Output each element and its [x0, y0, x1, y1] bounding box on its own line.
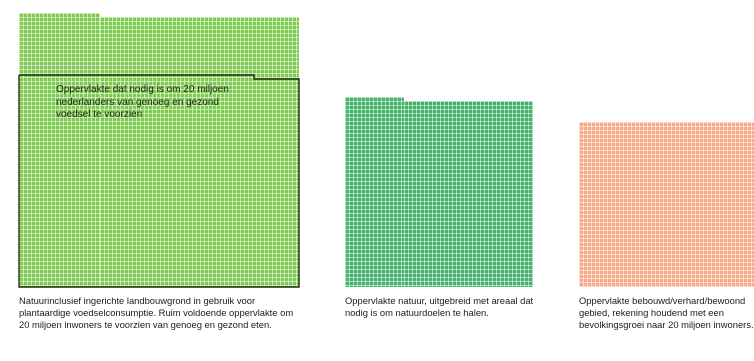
agriculture-area-block — [19, 13, 100, 287]
nature-caption: Oppervlakte natuur, uitgebreid met areaa… — [345, 295, 534, 319]
agriculture-caption: Natuurinclusief ingerichte landbouwgrond… — [19, 295, 294, 331]
required-area-label: Oppervlakte dat nodig is om 20 miljoen n… — [56, 84, 229, 120]
nature-area-block — [345, 97, 404, 287]
agriculture-area-block-main — [100, 17, 299, 287]
built-area-block — [579, 122, 754, 287]
built-caption: Oppervlakte bebouwd/verhard/bewoond gebi… — [579, 295, 754, 331]
nature-area-block-main — [404, 101, 533, 287]
